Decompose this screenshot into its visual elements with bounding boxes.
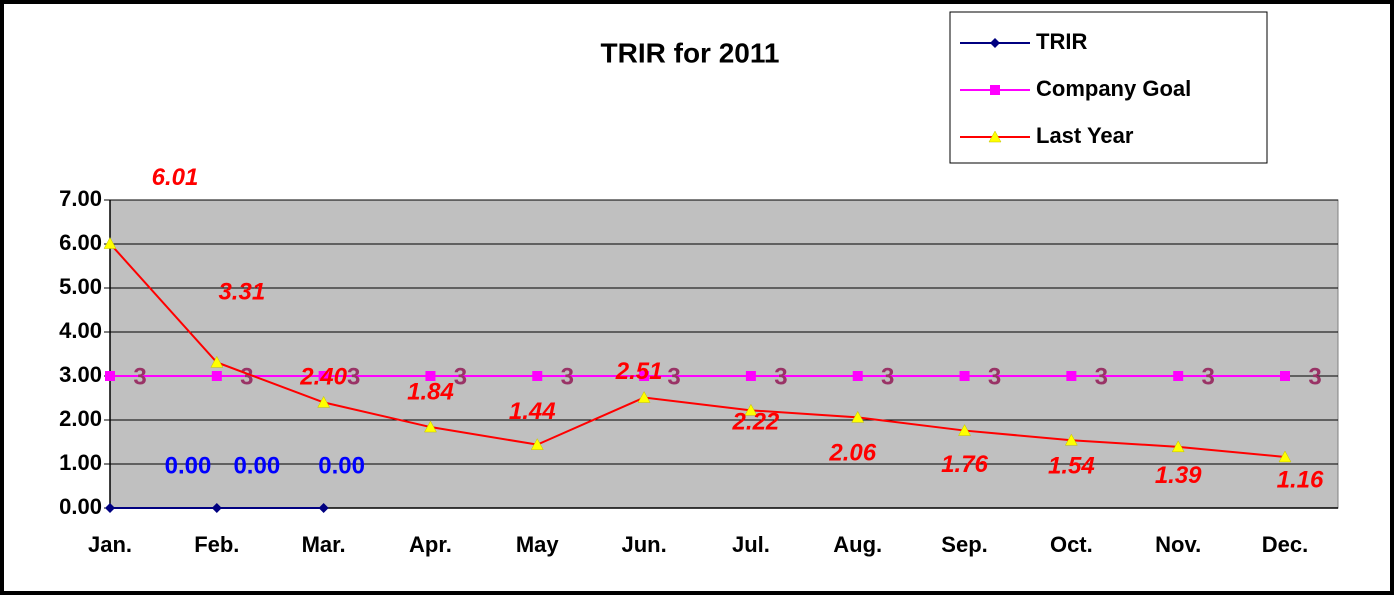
x-tick-label: Jun. bbox=[621, 532, 666, 557]
legend-label: Last Year bbox=[1036, 123, 1134, 148]
legend-marker bbox=[990, 85, 1000, 95]
legend-label: Company Goal bbox=[1036, 76, 1191, 101]
data-label: 0.00 bbox=[233, 452, 280, 479]
data-label: 3 bbox=[774, 363, 787, 390]
data-point bbox=[211, 503, 222, 513]
y-tick-label: 4.00 bbox=[59, 318, 102, 343]
data-point bbox=[105, 371, 115, 381]
data-label: 3 bbox=[1095, 363, 1108, 390]
data-label: 1.54 bbox=[1048, 453, 1095, 480]
x-tick-label: Apr. bbox=[409, 532, 452, 557]
data-point bbox=[103, 237, 117, 249]
data-point bbox=[317, 395, 331, 408]
data-point bbox=[105, 503, 115, 513]
data-label: 1.84 bbox=[407, 378, 454, 405]
data-label: 1.39 bbox=[1155, 462, 1202, 489]
y-tick-label: 0.00 bbox=[59, 494, 102, 519]
data-point bbox=[424, 420, 437, 433]
data-label: 2.40 bbox=[299, 364, 347, 391]
series-line bbox=[109, 242, 1286, 458]
data-label: 3 bbox=[988, 363, 1001, 390]
data-point bbox=[745, 371, 756, 381]
data-label: 3 bbox=[561, 363, 574, 390]
x-tick-label: May bbox=[516, 532, 560, 557]
data-point bbox=[959, 371, 970, 381]
x-tick-label: Jul. bbox=[732, 532, 770, 557]
data-point bbox=[852, 371, 863, 381]
legend-marker bbox=[988, 130, 1002, 143]
x-tick-label: Mar. bbox=[302, 532, 346, 557]
data-point bbox=[744, 403, 758, 416]
y-tick-label: 5.00 bbox=[59, 274, 102, 299]
data-point bbox=[639, 371, 650, 381]
legend-marker bbox=[990, 38, 1000, 48]
plot-area bbox=[109, 199, 1339, 509]
data-point bbox=[637, 391, 651, 403]
x-tick-label: Nov. bbox=[1155, 532, 1201, 557]
y-tick-label: 1.00 bbox=[59, 450, 102, 475]
data-label: 2.22 bbox=[732, 409, 780, 436]
data-label: 3 bbox=[240, 363, 253, 390]
data-point bbox=[425, 371, 436, 381]
x-tick-label: Aug. bbox=[833, 532, 882, 557]
data-label: 2.51 bbox=[615, 358, 663, 385]
data-point bbox=[1278, 450, 1292, 463]
data-label: 6.01 bbox=[152, 164, 199, 191]
legend-label: TRIR bbox=[1036, 29, 1087, 54]
data-label: 3.31 bbox=[218, 279, 265, 306]
data-point bbox=[211, 371, 222, 381]
data-label: 3 bbox=[133, 363, 146, 390]
x-tick-label: Sep. bbox=[941, 532, 987, 557]
data-point bbox=[318, 503, 329, 513]
x-tick-label: Feb. bbox=[194, 532, 239, 557]
data-point bbox=[1280, 371, 1290, 381]
x-tick-label: Oct. bbox=[1050, 532, 1093, 557]
y-tick-label: 3.00 bbox=[59, 362, 102, 387]
data-point bbox=[851, 410, 865, 423]
data-label: 3 bbox=[454, 363, 467, 390]
data-label: 3 bbox=[881, 363, 894, 390]
data-label: 0.00 bbox=[318, 452, 365, 479]
data-point bbox=[1066, 371, 1077, 381]
data-label: 3 bbox=[667, 363, 680, 390]
data-point bbox=[532, 371, 543, 381]
data-point bbox=[530, 438, 544, 450]
data-point bbox=[1064, 433, 1078, 446]
x-tick-label: Jan. bbox=[88, 532, 132, 557]
data-point bbox=[1173, 371, 1184, 381]
data-label: 3 bbox=[347, 363, 360, 390]
data-point bbox=[1171, 440, 1185, 453]
data-label: 0.00 bbox=[165, 452, 212, 479]
y-tick-label: 7.00 bbox=[59, 186, 102, 211]
data-point bbox=[958, 424, 971, 436]
data-label: 3 bbox=[1308, 363, 1321, 390]
data-label: 1.16 bbox=[1277, 466, 1324, 493]
data-point bbox=[318, 371, 329, 381]
data-point bbox=[210, 355, 224, 368]
y-tick-label: 2.00 bbox=[59, 406, 102, 431]
data-label: 1.44 bbox=[509, 398, 556, 425]
y-tick-label: 6.00 bbox=[59, 230, 102, 255]
data-label: 1.76 bbox=[941, 451, 988, 478]
data-label: 2.06 bbox=[828, 440, 876, 467]
chart-title: TRIR for 2011 bbox=[601, 37, 780, 68]
data-label: 3 bbox=[1202, 363, 1215, 390]
x-tick-label: Dec. bbox=[1262, 532, 1308, 557]
